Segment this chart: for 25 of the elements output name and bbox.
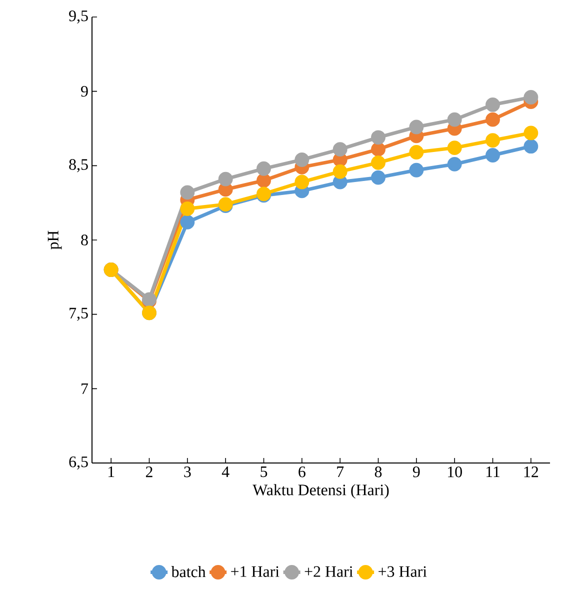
x-tick-label: 7 <box>337 466 344 477</box>
y-tick-label: 8,5 <box>69 159 88 172</box>
legend-label: +2 Hari <box>304 566 353 577</box>
legend-label: +1 Hari <box>231 566 280 577</box>
x-tick-label: 1 <box>108 466 114 478</box>
x-tick-label: 2 <box>146 466 152 478</box>
y-tick-label: 9,5 <box>69 10 88 24</box>
y-tick-label: 7,5 <box>70 308 88 321</box>
x-tick-label: 12 <box>524 466 538 478</box>
x-tick-label: 6 <box>298 466 306 478</box>
legend-label: batch <box>171 566 206 578</box>
x-tick-label: 5 <box>260 466 268 478</box>
x-axis-title: Waktu Detensi (Hari) <box>252 484 389 499</box>
x-tick-label: 11 <box>486 466 500 478</box>
y-tick-label: 8 <box>81 234 88 246</box>
y-tick-label: 9 <box>81 86 88 97</box>
x-tick-label: 10 <box>448 466 462 478</box>
x-tick-label: 9 <box>412 466 420 478</box>
y-axis-title: pH <box>48 230 62 250</box>
x-tick-label: 3 <box>184 466 191 478</box>
x-tick-label: 4 <box>222 466 230 478</box>
x-tick-label: 8 <box>374 466 382 478</box>
legend-label: +3 Hari <box>378 566 427 577</box>
y-tick-label: 6,5 <box>69 456 88 470</box>
y-tick-label: 7 <box>82 383 88 394</box>
